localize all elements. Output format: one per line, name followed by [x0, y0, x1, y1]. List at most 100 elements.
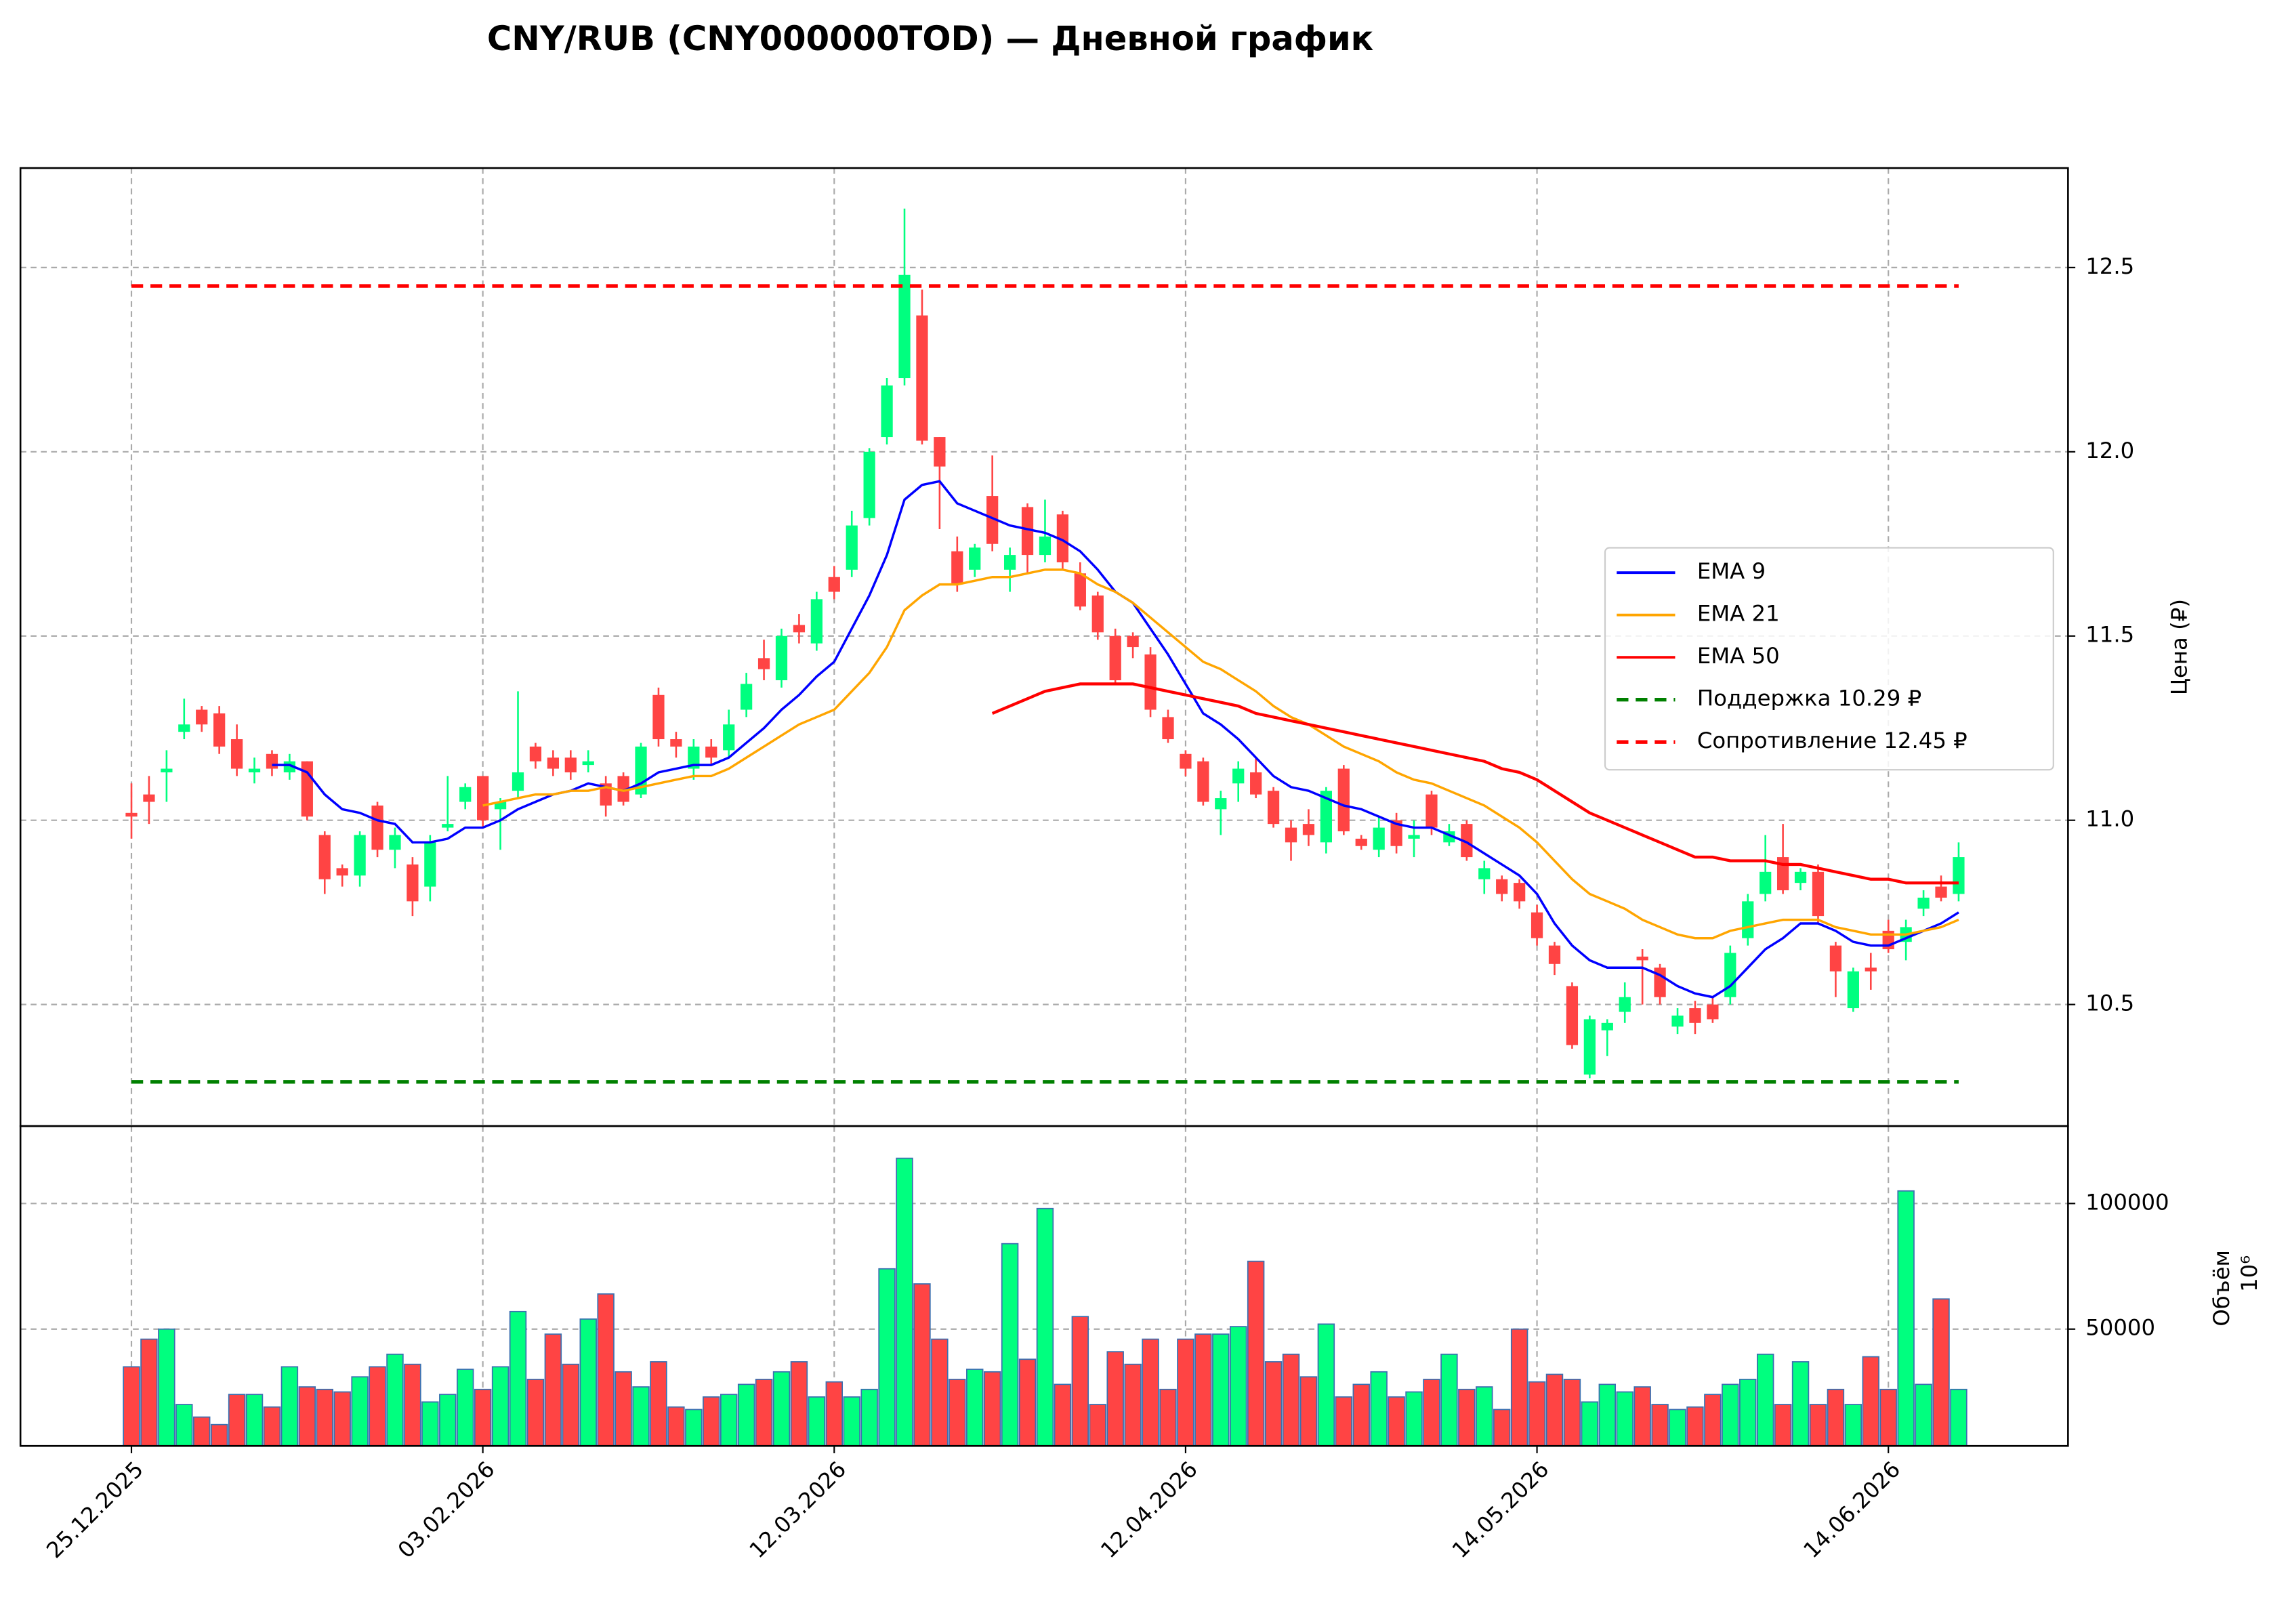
volume-bar — [632, 1386, 650, 1447]
volume-bar — [1440, 1353, 1458, 1447]
candle-body — [934, 437, 946, 467]
candle-body — [407, 864, 419, 902]
candle-body — [512, 772, 524, 791]
volume-axes-frame — [19, 1125, 2069, 1447]
candle-body — [1425, 794, 1438, 828]
candle-body — [196, 709, 208, 725]
volume-bar — [1862, 1356, 1879, 1447]
legend-label: EMA 50 — [1697, 643, 1780, 669]
volume-bar — [369, 1366, 386, 1447]
candle-body — [617, 776, 629, 802]
candle-body — [810, 599, 823, 644]
candle-body — [1917, 897, 1930, 909]
candle-body — [529, 746, 542, 762]
candle-body — [1144, 654, 1157, 710]
candle-body — [1478, 868, 1491, 879]
y-tick-label: 10.5 — [2085, 991, 2134, 1016]
candle-body — [1742, 901, 1754, 938]
candle-body — [1496, 879, 1508, 894]
volume-bar — [878, 1268, 896, 1447]
volume-bar — [351, 1376, 369, 1447]
volume-bar — [280, 1366, 299, 1447]
candle-body — [688, 746, 700, 769]
volume-bar — [1844, 1404, 1862, 1447]
volume-bar — [1493, 1409, 1511, 1447]
candle-body — [213, 713, 226, 747]
volume-bar — [1282, 1353, 1300, 1447]
volume-bar — [685, 1409, 703, 1447]
legend-label: EMA 9 — [1697, 558, 1766, 584]
candle-body — [1461, 824, 1473, 858]
candle-body — [1514, 883, 1526, 902]
volume-bar — [1528, 1381, 1546, 1447]
volume-bar — [333, 1391, 351, 1447]
volume-bar — [1352, 1383, 1370, 1447]
y-tick-label: 100000 — [2085, 1189, 2169, 1215]
volume-bar — [1879, 1388, 1897, 1447]
volume-bar — [404, 1363, 421, 1447]
candle-body — [564, 757, 577, 772]
volume-bar — [896, 1157, 913, 1447]
volume-bar — [772, 1371, 791, 1447]
volume-bar — [298, 1386, 316, 1447]
volume-bar — [808, 1396, 826, 1447]
volume-bar — [1598, 1383, 1617, 1447]
volume-offset: 10⁶ — [2236, 1255, 2262, 1292]
candle-body — [1267, 791, 1280, 825]
volume-bar — [1124, 1363, 1142, 1447]
candle-body — [1337, 768, 1350, 832]
volume-bar — [1774, 1404, 1792, 1447]
candle-body — [178, 724, 190, 732]
volume-bar — [966, 1369, 984, 1447]
candle-body — [1250, 772, 1262, 795]
volume-bar — [931, 1338, 949, 1447]
volume-bar — [597, 1293, 615, 1447]
candle-body — [1021, 507, 1034, 556]
candle-body — [1056, 514, 1069, 562]
volume-bar — [1089, 1404, 1106, 1447]
volume-bar — [615, 1371, 632, 1447]
y-tick-label: 12.5 — [2085, 253, 2134, 279]
candle-body — [389, 835, 401, 850]
candle-body — [1601, 1022, 1613, 1030]
legend-label: EMA 21 — [1697, 601, 1780, 627]
candle-body — [1232, 768, 1245, 784]
chart-title: CNY/RUB (CNY000000TOD) — Дневной график — [487, 19, 1373, 58]
volume-bar — [949, 1379, 966, 1447]
volume-bar — [1036, 1207, 1054, 1447]
volume-bar — [1827, 1388, 1845, 1447]
candle-body — [1408, 835, 1420, 839]
candle-body — [1548, 945, 1561, 964]
volume-bar — [1686, 1406, 1704, 1447]
volume-bar — [1739, 1379, 1757, 1447]
volume-bar — [650, 1361, 667, 1447]
volume-bar — [1212, 1333, 1230, 1447]
candle-body — [1091, 595, 1104, 633]
candle-body — [1865, 967, 1877, 972]
volume-bar — [860, 1388, 878, 1447]
volume-bar — [491, 1366, 509, 1447]
candle-body — [951, 551, 963, 585]
volume-bar — [175, 1404, 193, 1447]
volume-bar — [123, 1366, 140, 1447]
candle-body — [248, 768, 261, 772]
volume-bar — [1230, 1326, 1247, 1447]
candle-body — [318, 835, 331, 879]
volume-bar — [1563, 1379, 1581, 1447]
volume-bar — [1370, 1371, 1388, 1447]
candle-body — [1671, 1015, 1684, 1027]
candle-body — [582, 761, 594, 766]
candle-body — [1285, 827, 1297, 843]
candle-body — [1566, 986, 1579, 1045]
volume-bar — [544, 1333, 562, 1447]
candle-body — [1390, 820, 1402, 846]
candle-body — [1302, 824, 1315, 835]
y-tick-label: 11.0 — [2085, 806, 2134, 832]
candle-body — [1829, 945, 1842, 972]
volume-bar — [1405, 1391, 1423, 1447]
candle-body — [986, 496, 999, 544]
volume-bar — [1299, 1376, 1318, 1447]
candle-body — [793, 625, 806, 633]
candle-body — [881, 385, 893, 438]
volume-bar — [210, 1423, 228, 1447]
